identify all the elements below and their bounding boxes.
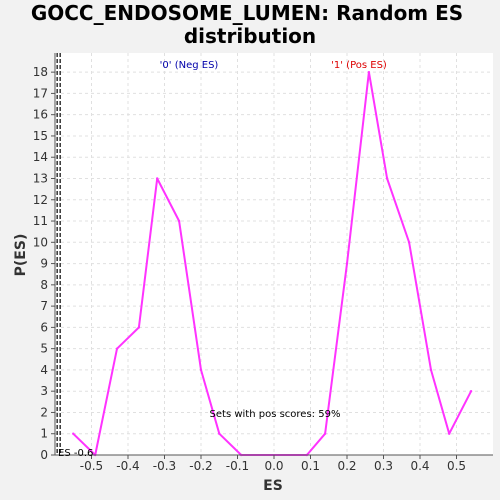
data-point [448,432,451,435]
y-tick-label: 10 [33,235,48,249]
x-tick-label: 0.3 [374,459,393,473]
y-tick-label: 8 [40,278,48,292]
x-tick-label: -0.4 [116,459,139,473]
x-axis-label: ES [263,478,283,494]
x-tick-label: 0.1 [301,459,320,473]
pos-es-label: '1' (Pos ES) [331,60,387,71]
y-tick-label: 1 [40,427,48,441]
data-point [177,219,181,223]
y-tick-label: 16 [33,108,48,122]
data-point [72,432,75,435]
data-point [429,368,433,372]
x-tick-label: 0.0 [264,459,283,473]
neg-es-label: '0' (Neg ES) [160,60,219,71]
y-tick-label: 11 [33,214,48,228]
x-tick-label: 0.5 [447,459,466,473]
x-tick-label: -0.5 [80,459,103,473]
data-point [407,241,411,244]
y-tick-label: 14 [33,150,48,164]
x-ticks: -0.5 -0.4 -0.3 -0.2 -0.1 0.0 0.1 0.2 0.3 0.4 0.5 [80,455,466,473]
x-tick-label: 0.2 [337,459,356,473]
data-point [137,326,141,329]
y-tick-label: 0 [40,448,48,462]
data-point [469,389,473,393]
y-axis-label: P(ES) [13,234,29,277]
chart-title-line2: distribution [184,24,316,48]
data-point [218,432,221,435]
data-point [156,177,159,180]
grid [55,53,493,456]
y-tick-label: 18 [33,65,48,79]
data-point [115,347,119,350]
x-tick-label: -0.2 [189,459,212,473]
y-tick-label: 13 [33,171,48,185]
data-point [367,70,371,74]
y-tick-label: 15 [33,129,48,143]
x-tick-label: -0.1 [226,459,249,473]
y-tick-label: 2 [40,405,48,419]
y-tick-label: 3 [40,384,48,398]
actual-es-label: ES -0.6 [58,448,93,459]
x-tick-label: -0.3 [153,459,176,473]
y-tick-label: 17 [33,86,48,100]
actual-es-marker [56,53,61,455]
chart-title-line1: GOCC_ENDOSOME_LUMEN: Random ES [31,1,463,25]
data-point [199,368,203,372]
data-point [345,262,349,265]
pos-scores-annotation: Sets with pos scores: 59% [210,409,341,420]
y-tick-label: 12 [33,193,48,207]
y-tick-label: 5 [40,342,48,356]
data-point [323,432,327,435]
y-tick-label: 9 [40,257,48,271]
y-tick-label: 6 [40,320,48,334]
y-tick-label: 4 [40,363,48,377]
data-point [385,177,389,180]
x-tick-label: 0.4 [410,459,429,473]
y-tick-label: 7 [40,299,48,313]
